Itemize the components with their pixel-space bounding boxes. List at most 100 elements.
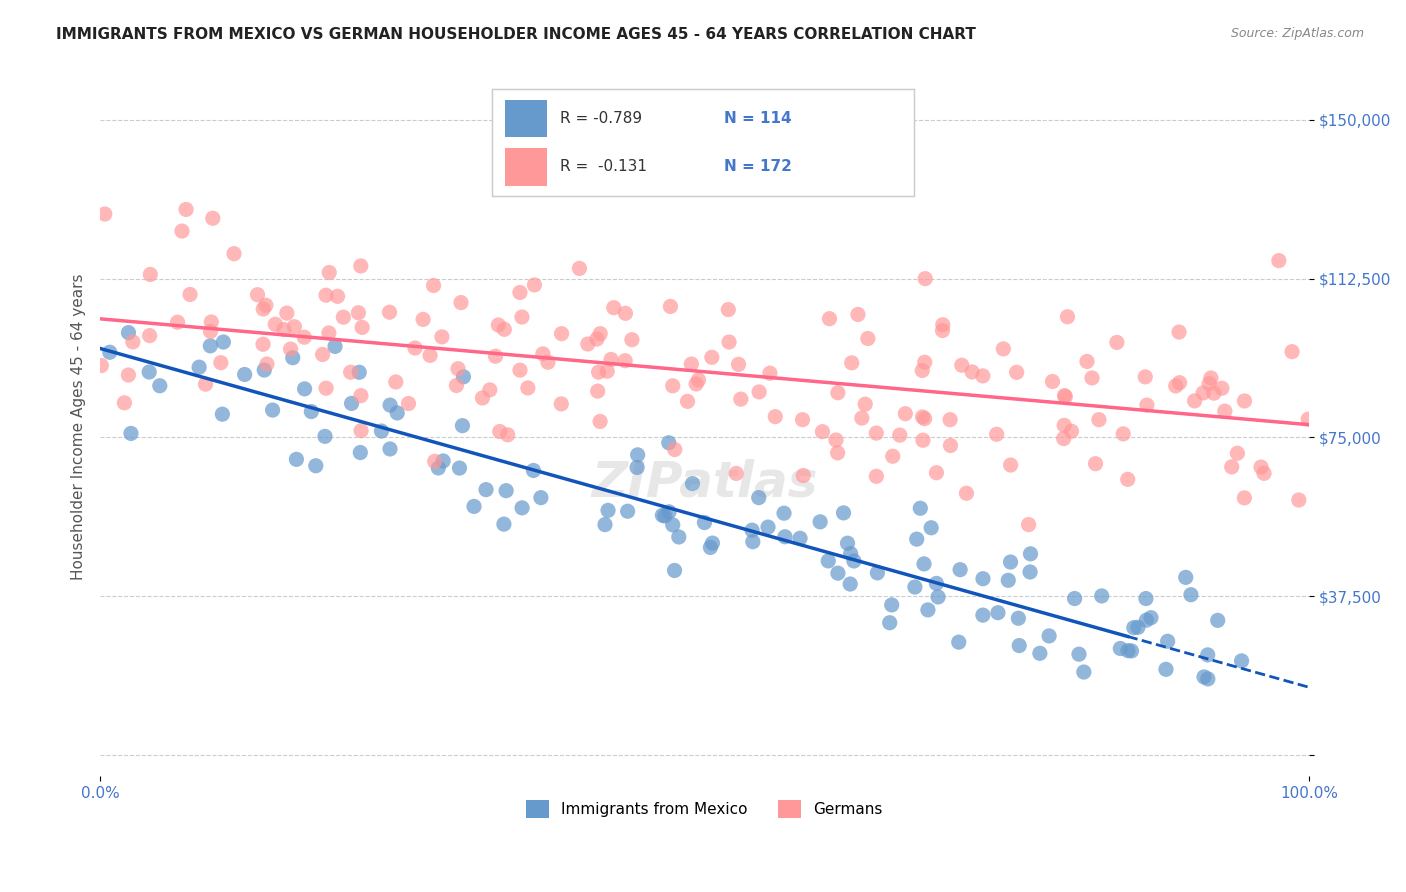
Germans (818, 311, 841, 326)
Text: N = 114: N = 114 (724, 112, 792, 126)
Germans (347, 306, 370, 320)
Text: Source: ZipAtlas.com: Source: ZipAtlas.com (1230, 27, 1364, 40)
Germans (1192, 385, 1215, 400)
Germans (209, 356, 232, 370)
Immigrants from Mexico (492, 517, 515, 532)
Germans (700, 351, 723, 365)
Germans (1250, 460, 1272, 475)
Immigrants from Mexico (349, 365, 371, 379)
Germans (931, 324, 953, 338)
Germans (620, 333, 643, 347)
Germans (484, 349, 506, 363)
Immigrants from Mexico (1019, 565, 1042, 579)
Germans (925, 466, 948, 480)
Immigrants from Mexico (827, 566, 849, 581)
Immigrants from Mexico (817, 554, 839, 568)
Bar (505, 148, 547, 186)
Germans (1112, 426, 1135, 441)
Immigrants from Mexico (808, 515, 831, 529)
Text: R = -0.789: R = -0.789 (560, 112, 641, 126)
Germans (550, 326, 572, 341)
Germans (166, 315, 188, 329)
Germans (932, 318, 955, 332)
Germans (1000, 458, 1022, 472)
Immigrants from Mexico (120, 426, 142, 441)
Immigrants from Mexico (1230, 654, 1253, 668)
Immigrants from Mexico (789, 531, 811, 545)
Immigrants from Mexico (972, 572, 994, 586)
Germans (139, 268, 162, 282)
Germans (825, 433, 848, 447)
Germans (702, 166, 724, 180)
Germans (516, 381, 538, 395)
Germans (911, 434, 934, 448)
Germans (486, 318, 509, 332)
Germans (600, 352, 623, 367)
Immigrants from Mexico (879, 615, 901, 630)
Germans (194, 377, 217, 392)
Immigrants from Mexico (188, 360, 211, 375)
Immigrants from Mexico (475, 483, 498, 497)
Germans (1076, 354, 1098, 368)
Immigrants from Mexico (654, 509, 676, 524)
Immigrants from Mexico (1122, 621, 1144, 635)
Germans (1233, 491, 1256, 505)
Germans (1054, 390, 1077, 404)
Germans (588, 365, 610, 379)
Germans (681, 357, 703, 371)
Germans (718, 334, 741, 349)
Germans (730, 392, 752, 406)
Germans (603, 301, 626, 315)
Germans (1213, 404, 1236, 418)
Germans (986, 427, 1008, 442)
Immigrants from Mexico (233, 368, 256, 382)
Germans (447, 361, 470, 376)
Germans (510, 310, 533, 324)
Germans (523, 277, 546, 292)
Germans (276, 306, 298, 320)
Immigrants from Mexico (949, 563, 972, 577)
Immigrants from Mexico (948, 635, 970, 649)
Immigrants from Mexico (453, 369, 475, 384)
Immigrants from Mexico (972, 608, 994, 623)
Bar (505, 100, 547, 137)
Immigrants from Mexico (773, 530, 796, 544)
Immigrants from Mexico (866, 566, 889, 580)
Text: R =  -0.131: R = -0.131 (560, 160, 647, 174)
Germans (1198, 376, 1220, 391)
Immigrants from Mexico (1067, 647, 1090, 661)
Immigrants from Mexico (925, 576, 948, 591)
Germans (179, 287, 201, 301)
Germans (661, 379, 683, 393)
Germans (404, 341, 426, 355)
Germans (315, 381, 337, 395)
Immigrants from Mexico (693, 516, 716, 530)
Immigrants from Mexico (927, 590, 949, 604)
Germans (865, 469, 887, 483)
Germans (759, 366, 782, 380)
Immigrants from Mexico (658, 505, 681, 519)
Immigrants from Mexico (839, 547, 862, 561)
Germans (960, 365, 983, 379)
Immigrants from Mexico (1000, 555, 1022, 569)
Immigrants from Mexico (530, 491, 553, 505)
Germans (576, 337, 599, 351)
Germans (222, 246, 245, 260)
Germans (315, 288, 337, 302)
Germans (121, 334, 143, 349)
Germans (717, 302, 740, 317)
Immigrants from Mexico (748, 491, 770, 505)
Text: N = 172: N = 172 (724, 160, 792, 174)
Immigrants from Mexico (1073, 665, 1095, 679)
Germans (827, 385, 849, 400)
Germans (911, 363, 934, 377)
Germans (318, 265, 340, 279)
Germans (509, 285, 531, 300)
Immigrants from Mexico (1008, 639, 1031, 653)
Germans (1053, 388, 1076, 402)
Germans (531, 347, 554, 361)
Germans (882, 449, 904, 463)
Germans (450, 295, 472, 310)
Immigrants from Mexico (495, 483, 517, 498)
Germans (509, 363, 531, 377)
